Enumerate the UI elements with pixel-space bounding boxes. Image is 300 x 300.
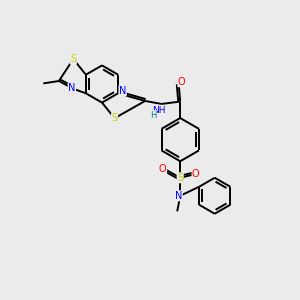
Text: NH: NH	[152, 106, 166, 115]
Text: H: H	[150, 111, 156, 120]
Text: S: S	[177, 173, 183, 183]
Text: O: O	[178, 77, 185, 87]
Text: N: N	[175, 191, 182, 201]
Text: N: N	[119, 86, 126, 96]
Text: O: O	[192, 169, 200, 179]
Text: O: O	[159, 164, 166, 174]
Text: S: S	[112, 113, 118, 123]
Text: S: S	[70, 54, 76, 64]
Text: N: N	[68, 83, 76, 93]
